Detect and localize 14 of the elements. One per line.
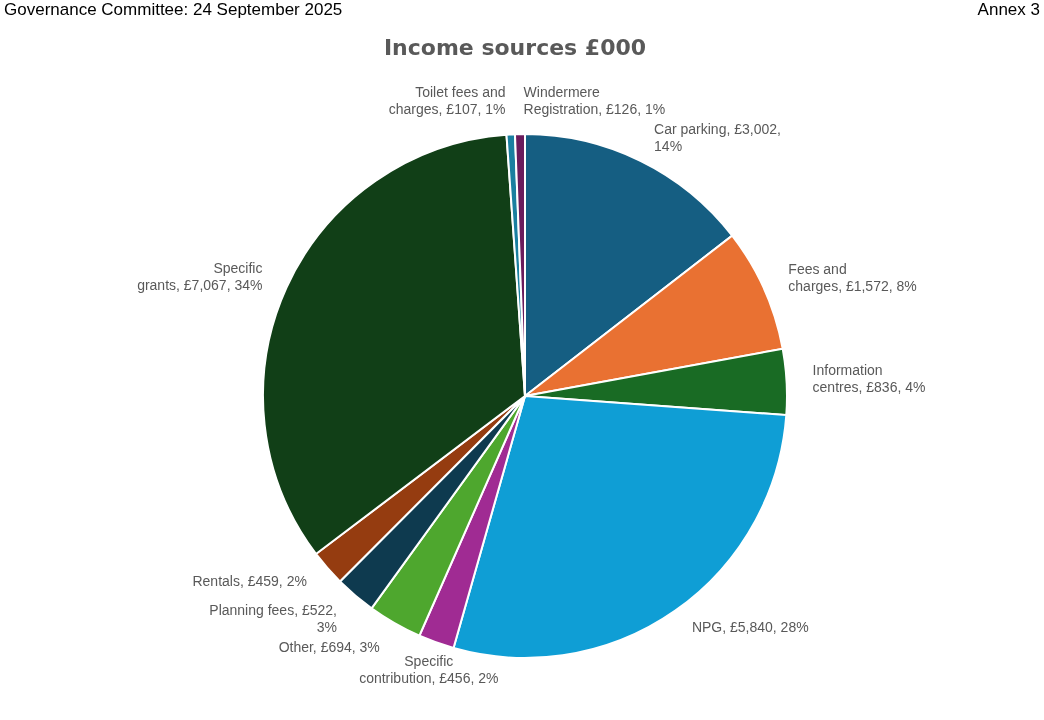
slice-label: Toilet fees and charges, £107, 1% (388, 84, 506, 118)
slice-label: Specific contribution, £456, 2% (359, 653, 499, 687)
text: Governance Committee: 24 September 2025 (4, 0, 343, 20)
slice-label: Other, £694, 3% (278, 639, 380, 656)
slice-label: NPG, £5,840, 28% (691, 618, 809, 635)
chart-title: Income sources £000 (383, 35, 647, 60)
slice-label: Rentals, £459, 2% (192, 572, 307, 589)
text: Annex 3 (977, 0, 1040, 20)
slice-label: Planning fees, £522, 3% (209, 602, 337, 636)
slice-label: Information centres, £836, 4% (812, 361, 926, 395)
slice-label: Windermere Registration, £126, 1% (523, 84, 666, 118)
slice-label: Specific grants, £7,067, 34% (137, 259, 263, 293)
slice-label: Fees and charges, £1,572, 8% (788, 261, 917, 295)
slice-label: Car parking, £3,002, 14% (654, 121, 781, 155)
